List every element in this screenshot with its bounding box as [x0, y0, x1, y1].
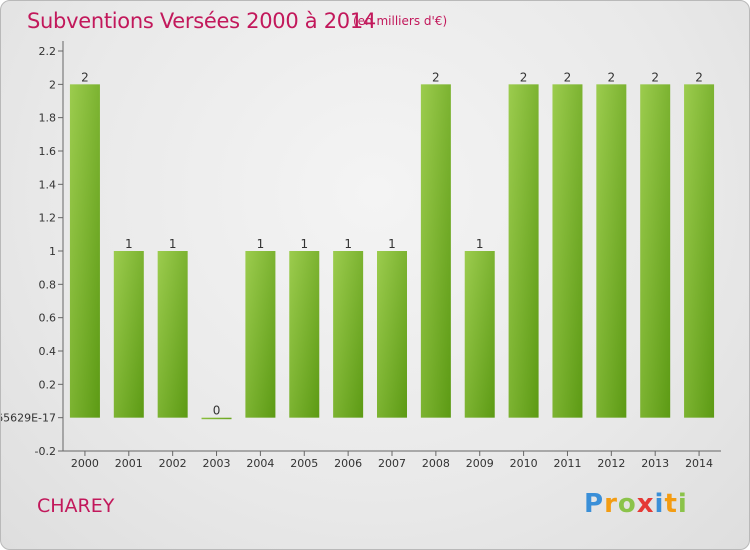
data-label: 1 — [388, 237, 396, 251]
data-label: 1 — [169, 237, 177, 251]
y-tick-label: 2 — [49, 78, 56, 91]
bar — [245, 251, 276, 418]
x-tick-label: 2007 — [378, 457, 406, 470]
bar — [640, 84, 671, 418]
data-label: 2 — [520, 70, 528, 84]
y-tick-label: 1.6 — [39, 145, 57, 158]
data-label: 2 — [432, 70, 440, 84]
logo-letter: P — [584, 489, 605, 519]
y-tick-label: 2.2 — [39, 45, 57, 58]
logo-letter: i — [654, 489, 665, 519]
data-label: 1 — [300, 237, 308, 251]
x-tick-label: 2003 — [203, 457, 231, 470]
x-tick-label: 2010 — [510, 457, 538, 470]
data-label: 1 — [125, 237, 133, 251]
data-label: 1 — [257, 237, 265, 251]
x-tick-label: 2000 — [71, 457, 99, 470]
bar — [420, 84, 451, 418]
y-tick-label: -1.5265629E-17 — [1, 412, 56, 425]
logo-letter: i — [677, 489, 688, 519]
data-label: 0 — [213, 404, 221, 418]
x-tick-label: 2013 — [641, 457, 669, 470]
y-tick-label: 1.4 — [39, 178, 57, 191]
bar — [157, 251, 188, 418]
x-tick-label: 2008 — [422, 457, 450, 470]
data-label: 2 — [608, 70, 616, 84]
data-label: 2 — [564, 70, 572, 84]
y-tick-label: 0.6 — [39, 312, 57, 325]
x-tick-label: 2001 — [115, 457, 143, 470]
x-tick-label: 2002 — [159, 457, 187, 470]
data-label: 1 — [476, 237, 484, 251]
bar — [508, 84, 539, 418]
bar — [552, 84, 583, 418]
bar — [69, 84, 100, 418]
bar — [201, 417, 232, 420]
bar — [684, 84, 715, 418]
y-tick-label: 0.2 — [39, 378, 57, 391]
y-tick-label: 1 — [49, 245, 56, 258]
bar — [289, 251, 320, 418]
data-label: 2 — [651, 70, 659, 84]
data-label: 2 — [695, 70, 703, 84]
bar — [596, 84, 627, 418]
bar — [377, 251, 407, 418]
bar — [464, 251, 495, 418]
bar — [333, 251, 364, 418]
y-tick-label: -0.2 — [35, 445, 56, 458]
logo-letter: r — [604, 489, 618, 519]
x-tick-label: 2014 — [685, 457, 713, 470]
commune-name: CHAREY — [37, 495, 115, 517]
y-tick-label: 0.4 — [39, 345, 57, 358]
y-tick-label: 1.8 — [39, 112, 57, 125]
x-tick-label: 2004 — [246, 457, 274, 470]
chart-title: Subventions Versées 2000 à 2014 — [27, 9, 376, 33]
proxiti-logo: Proxiti — [584, 489, 688, 519]
logo-letter: o — [617, 489, 637, 519]
data-label: 1 — [344, 237, 352, 251]
x-tick-label: 2011 — [553, 457, 581, 470]
x-tick-label: 2006 — [334, 457, 362, 470]
logo-letter: t — [664, 489, 678, 519]
chart-subtitle: (en milliers d'€) — [353, 14, 448, 28]
bar — [113, 251, 144, 418]
data-label: 2 — [81, 70, 89, 84]
x-tick-label: 2012 — [597, 457, 625, 470]
x-tick-label: 2005 — [290, 457, 318, 470]
logo-letter: x — [636, 489, 655, 519]
y-tick-label: 0.8 — [39, 278, 57, 291]
x-tick-label: 2009 — [466, 457, 494, 470]
y-tick-label: 1.2 — [39, 212, 57, 225]
